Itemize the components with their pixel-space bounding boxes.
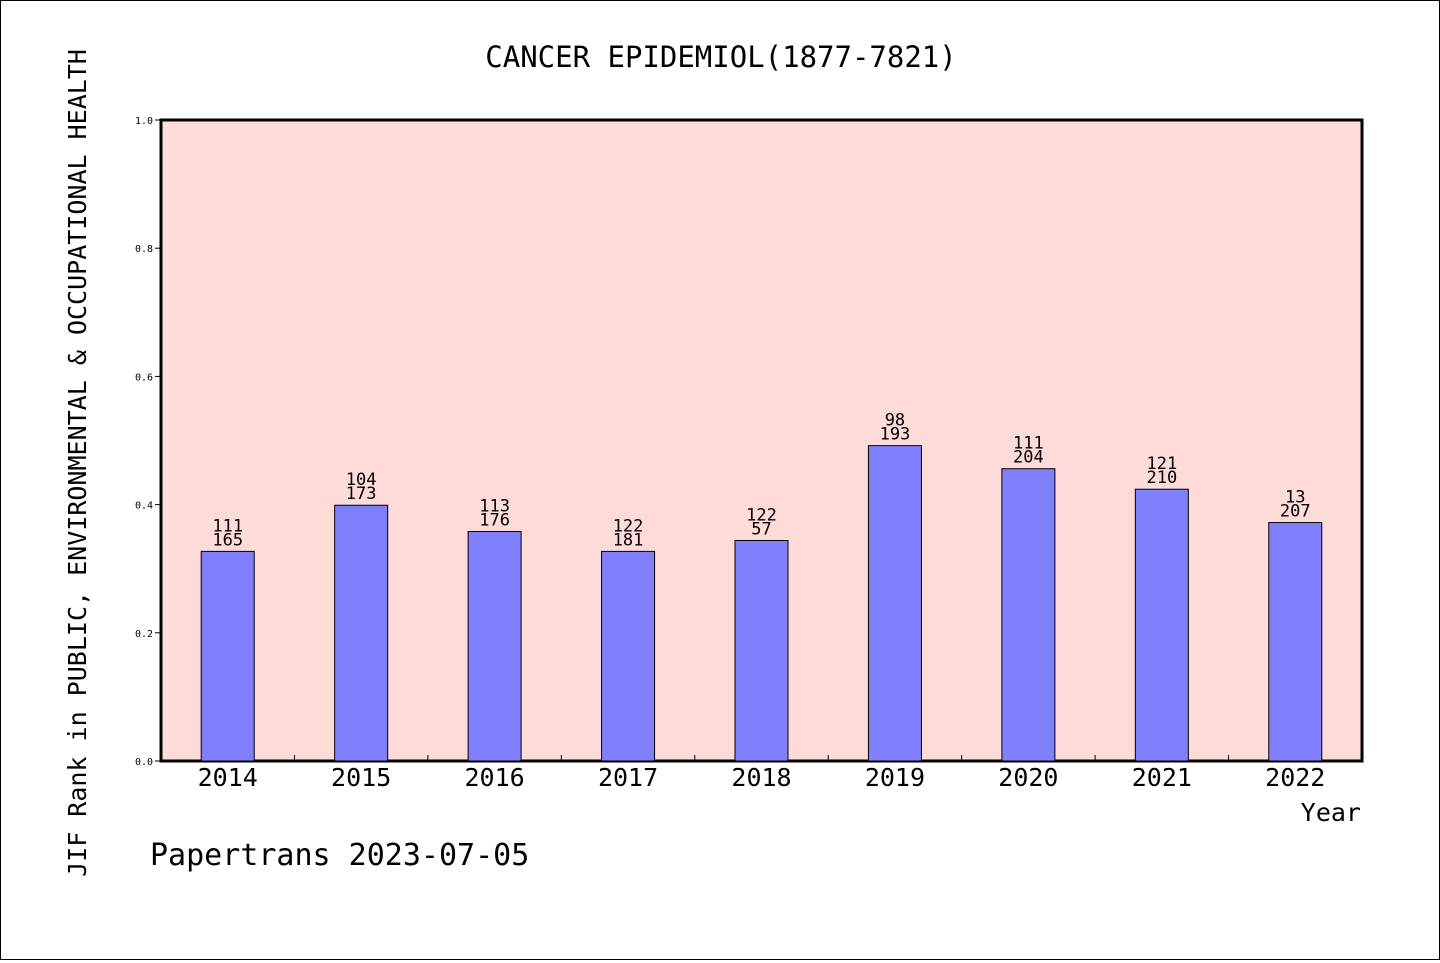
bar-2016 [467, 531, 522, 762]
bar-label-total: 173 [346, 484, 377, 504]
bar-label-total: 210 [1146, 468, 1177, 488]
bar-label-rank: 113 [479, 497, 510, 517]
bar-2017 [601, 550, 656, 762]
bar-2021 [1134, 488, 1189, 762]
bar-label-total: 57 [751, 519, 771, 539]
x-axis-ticks: 2014 2015 2016 2017 2018 2019 2020 2021 2022 [198, 755, 1325, 792]
x-tick-label: 2021 [1132, 763, 1192, 792]
x-tick-label: 2019 [865, 763, 925, 792]
bar-label-rank: 122 [613, 516, 644, 536]
x-tick-label: 2022 [1265, 763, 1325, 792]
y-tick-label: 0.2 [135, 629, 153, 640]
bar-2022 [1268, 522, 1323, 762]
x-tick-label: 2016 [465, 763, 525, 792]
y-tick-label: 0.8 [135, 244, 153, 255]
bar-2019 [867, 445, 922, 762]
bar-label-total: 165 [212, 530, 243, 550]
bar-label-rank: 111 [1013, 434, 1044, 454]
y-tick-label: 0.6 [135, 372, 153, 383]
footer-credit: Papertrans 2023-07-05 [150, 838, 529, 873]
bar-2015 [334, 504, 389, 762]
bar-label-rank: 104 [346, 470, 377, 490]
bar-label-total: 204 [1013, 448, 1044, 468]
bar-label-total: 176 [479, 511, 510, 531]
x-tick-label: 2020 [998, 763, 1058, 792]
bar-label-total: 193 [880, 425, 911, 445]
y-tick-label: 1.0 [135, 116, 153, 127]
bar-label-rank: 111 [212, 516, 243, 536]
x-axis-label: Year [1301, 798, 1361, 827]
bar-label-total: 207 [1280, 502, 1311, 522]
y-tick-label: 0.4 [135, 501, 153, 512]
chart-title: CANCER EPIDEMIOL(1877-7821) [485, 40, 956, 74]
x-tick-label: 2014 [198, 763, 258, 792]
bar-2020 [1001, 468, 1056, 762]
x-tick-label: 2015 [331, 763, 391, 792]
y-tick-label: 0.0 [135, 757, 153, 768]
x-tick-label: 2018 [731, 763, 791, 792]
x-tick-label: 2017 [598, 763, 658, 792]
y-axis-label: JIF Rank in PUBLIC, ENVIRONMENTAL & OCCU… [63, 49, 92, 877]
bar-label-rank: 98 [885, 411, 905, 431]
bar-label-rank: 122 [746, 505, 777, 525]
y-axis-ticks: 0.0 0.2 0.4 0.6 0.8 1.0 [135, 116, 161, 768]
bar-label-rank: 13 [1285, 488, 1305, 508]
bar-2018 [734, 539, 789, 762]
bar-label-rank: 121 [1146, 454, 1177, 474]
bar-label-total: 181 [613, 530, 644, 550]
bar-2014 [200, 550, 255, 762]
